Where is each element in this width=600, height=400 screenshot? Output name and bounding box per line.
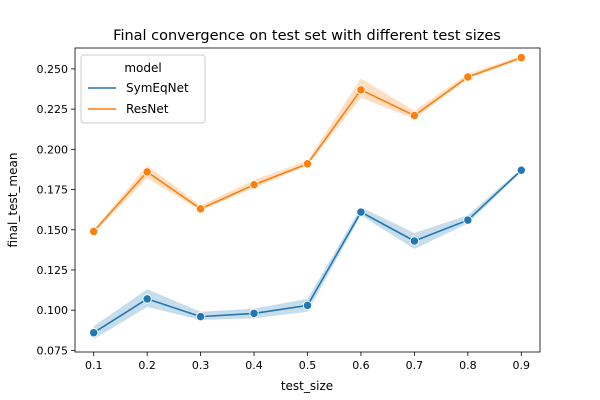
y-tick-label: 0.175 bbox=[37, 184, 69, 197]
x-tick-label: 0.7 bbox=[406, 359, 424, 372]
x-tick-label: 0.5 bbox=[299, 359, 317, 372]
y-tick-label: 0.250 bbox=[37, 63, 69, 76]
resnet-point bbox=[249, 180, 259, 190]
symeqnet-confidence-band bbox=[93, 168, 522, 340]
symeqnet-point bbox=[142, 294, 152, 304]
y-axis-ticks: 0.075 0.100 0.125 0.150 0.175 0.200 0.225 0.250 bbox=[37, 63, 75, 357]
symeqnet-legend-label: SymEqNet bbox=[126, 81, 189, 95]
legend-title: model bbox=[124, 61, 161, 75]
y-tick-label: 0.150 bbox=[37, 224, 69, 237]
y-tick-label: 0.125 bbox=[37, 264, 69, 277]
x-tick-label: 0.3 bbox=[192, 359, 210, 372]
symeqnet-point bbox=[516, 165, 526, 175]
y-axis-label: final_test_mean bbox=[6, 153, 20, 248]
x-axis-label: test_size bbox=[281, 379, 333, 393]
symeqnet-point bbox=[89, 328, 99, 338]
x-tick-label: 0.1 bbox=[85, 359, 103, 372]
symeqnet-point bbox=[409, 236, 420, 246]
x-tick-label: 0.6 bbox=[352, 359, 370, 372]
y-tick-label: 0.075 bbox=[37, 344, 69, 357]
resnet-point bbox=[409, 110, 420, 121]
symeqnet-point bbox=[356, 207, 366, 217]
resnet-point bbox=[89, 226, 99, 237]
x-tick-label: 0.4 bbox=[245, 359, 263, 372]
resnet-point bbox=[356, 85, 366, 95]
x-tick-label: 0.2 bbox=[138, 359, 156, 372]
x-tick-label: 0.9 bbox=[513, 359, 531, 372]
y-tick-label: 0.225 bbox=[37, 103, 69, 116]
symeqnet-point bbox=[302, 300, 313, 311]
resnet-legend-label: ResNet bbox=[126, 102, 169, 116]
y-tick-label: 0.100 bbox=[37, 304, 69, 317]
resnet-point bbox=[142, 167, 152, 177]
symeqnet-point bbox=[463, 215, 473, 225]
plot-area bbox=[89, 53, 526, 340]
x-tick-label: 0.8 bbox=[459, 359, 477, 372]
symeqnet-point bbox=[195, 311, 206, 322]
resnet-point bbox=[463, 72, 473, 82]
legend: model SymEqNet ResNet bbox=[80, 54, 206, 124]
symeqnet-point bbox=[249, 308, 259, 319]
resnet-point bbox=[516, 53, 526, 63]
chart-title: Final convergence on test set with diffe… bbox=[113, 28, 501, 44]
x-axis-ticks: 0.1 0.2 0.3 0.4 0.5 0.6 0.7 0.8 0.9 bbox=[85, 352, 530, 372]
y-tick-label: 0.200 bbox=[37, 143, 69, 156]
resnet-point bbox=[195, 204, 206, 214]
legend-box bbox=[80, 54, 206, 124]
resnet-point bbox=[302, 159, 313, 169]
